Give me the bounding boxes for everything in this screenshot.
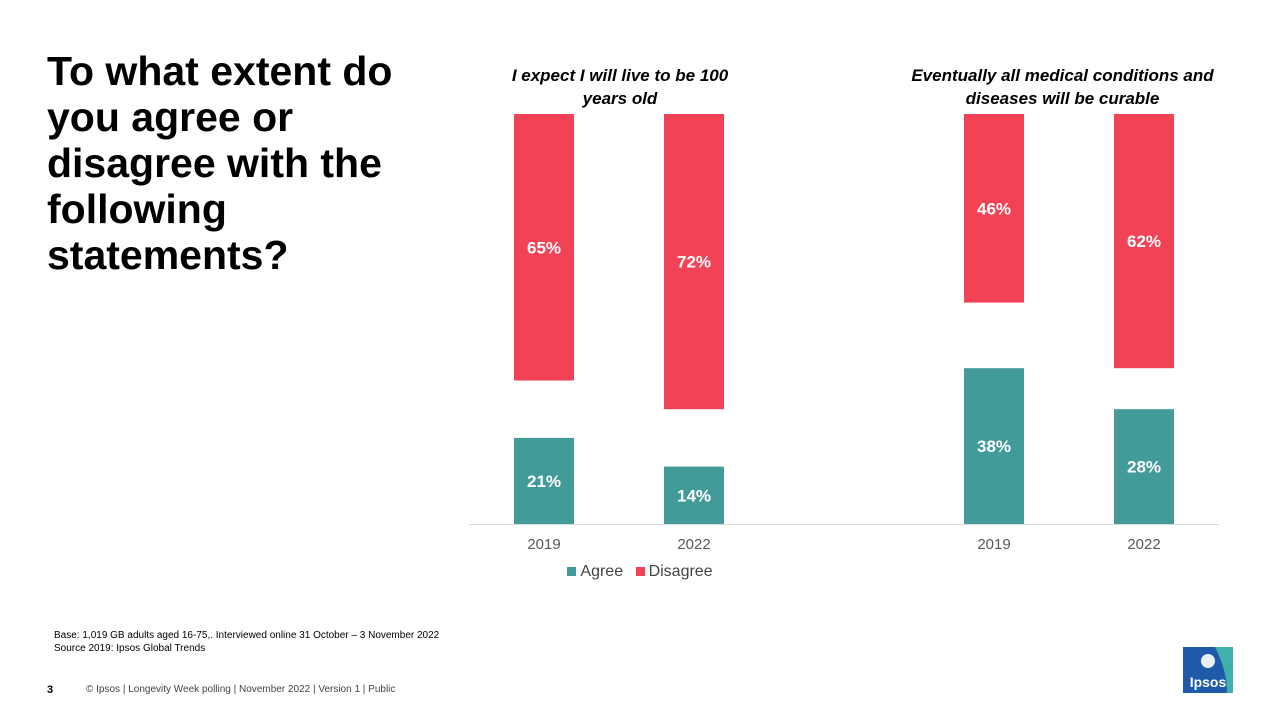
tick-label-g1-2022: 2022 — [1127, 536, 1160, 553]
tick-label-g1-2019: 2019 — [977, 536, 1010, 553]
chart-title-curable: Eventually all medical conditions and di… — [911, 66, 1214, 108]
source-note: Source 2019: Ipsos Global Trends — [54, 643, 206, 654]
data-label-disagree-g0-2022: 72% — [677, 253, 711, 272]
bar-agree-g0-2019 — [514, 437, 574, 524]
legend-entry-agree: Agree — [567, 563, 623, 581]
page-title: To what extent do you agree or disagree … — [47, 48, 393, 278]
chart-title-live-to-100: I expect I will live to be 100 years old — [511, 66, 729, 108]
bar-disagree-g0-2019 — [514, 114, 574, 381]
data-label-agree-g1-2019: 38% — [977, 437, 1011, 456]
tick-label-g0-2019: 2019 — [527, 536, 560, 553]
bar-disagree-g0-2022 — [664, 114, 724, 410]
data-label-agree-g1-2022: 28% — [1127, 458, 1161, 477]
data-label-agree-g0-2022: 14% — [677, 486, 711, 505]
bar-agree-g1-2019 — [964, 368, 1024, 524]
footer-text: © Ipsos | Longevity Week polling | Novem… — [86, 684, 396, 695]
tick-label-g0-2022: 2022 — [677, 536, 710, 553]
bar-agree-g1-2022 — [1114, 409, 1174, 524]
stacked-bar-chart: 65% 21% 2019 72% 14% 2022 46% 38% 2019 62% 28% 2022 — [469, 114, 1219, 553]
data-label-disagree-g1-2022: 62% — [1127, 232, 1161, 251]
legend-entry-disagree: Disagree — [635, 563, 713, 581]
base-note: Base: 1,019 GB adults aged 16-75,. Inter… — [54, 630, 440, 641]
legend-swatch-agree — [567, 567, 577, 576]
bar-agree-g0-2022 — [664, 466, 724, 524]
legend-label-agree: Agree — [580, 563, 624, 580]
bar-disagree-g1-2019 — [964, 114, 1024, 303]
legend-label-disagree: Disagree — [648, 563, 713, 580]
page-number: 3 — [47, 684, 54, 696]
data-label-disagree-g0-2019: 65% — [527, 238, 561, 257]
data-label-disagree-g1-2019: 46% — [977, 199, 1011, 218]
legend-swatch-disagree — [635, 567, 645, 576]
data-label-agree-g0-2019: 21% — [527, 472, 561, 491]
ipsos-logo: Ipsos — [1183, 647, 1233, 693]
bar-disagree-g1-2022 — [1114, 114, 1174, 369]
legend: Agree Disagree — [0, 563, 1280, 581]
logo-text: Ipsos — [1190, 674, 1227, 690]
